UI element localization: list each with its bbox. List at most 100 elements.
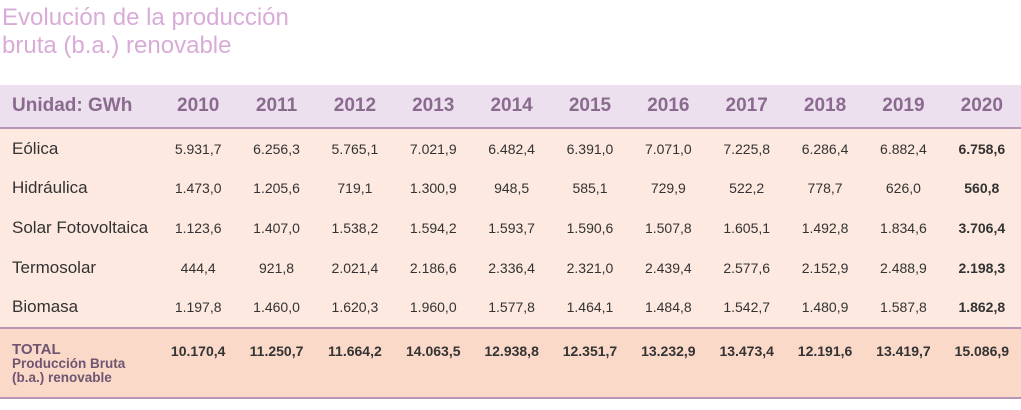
cell: 7.071,0 xyxy=(629,128,708,169)
cell: 560,8 xyxy=(942,168,1021,209)
total-cell: 13.232,9 xyxy=(629,326,708,399)
total-subtitle: Producción Bruta xyxy=(12,355,126,371)
cell: 1.834,6 xyxy=(864,208,943,248)
cell: 2.336,4 xyxy=(472,247,551,288)
table-row: Hidráulica 1.473,0 1.205,6 719,1 1.300,9 948,… xyxy=(0,168,1021,209)
cell: 5.931,7 xyxy=(159,128,238,169)
cell: 1.594,2 xyxy=(394,208,473,248)
cell: 5.765,1 xyxy=(315,128,395,169)
cell: 2.186,6 xyxy=(394,247,473,288)
cell: 1.480,9 xyxy=(785,287,865,328)
row-label: Hidráulica xyxy=(0,168,159,209)
cell: 1.473,0 xyxy=(159,168,238,209)
column-header: 2011 xyxy=(237,85,316,129)
column-header: 2018 xyxy=(785,85,865,129)
title-line: bruta (b.a.) renovable xyxy=(2,32,232,59)
cell: 2.198,3 xyxy=(942,247,1021,288)
column-header: 2020 xyxy=(942,85,1021,129)
total-cell: 10.170,4 xyxy=(159,326,238,399)
cell: 6.482,4 xyxy=(472,128,551,169)
title: Evolución de la producción bruta (b.a.) r… xyxy=(2,4,289,60)
cell: 6.882,4 xyxy=(864,128,943,169)
row-label: Solar Fotovoltaica xyxy=(0,208,159,248)
cell: 1.205,6 xyxy=(237,168,316,209)
cell: 1.538,2 xyxy=(315,208,395,248)
table: Unidad: GWh 2010 2011 2012 2013 2014 2015 2016 2… xyxy=(0,85,1021,399)
cell: 522,2 xyxy=(707,168,786,209)
cell: 3.706,4 xyxy=(942,208,1021,248)
cell: 444,4 xyxy=(159,247,238,288)
cell: 6.391,0 xyxy=(550,128,630,169)
cell: 1.605,1 xyxy=(707,208,786,248)
total-cell: 14.063,5 xyxy=(394,326,473,399)
cell: 2.021,4 xyxy=(315,247,395,288)
cell: 1.593,7 xyxy=(472,208,551,248)
total-row: TOTAL Producción Bruta (b.a.) renovable 10.… xyxy=(0,326,1021,399)
column-header: 2012 xyxy=(315,85,395,129)
cell: 1.590,6 xyxy=(550,208,630,248)
cell: 1.197,8 xyxy=(159,287,238,328)
column-header: 2017 xyxy=(707,85,786,129)
cell: 778,7 xyxy=(785,168,865,209)
cell: 2.488,9 xyxy=(864,247,943,288)
total-cell: 13.473,4 xyxy=(707,326,786,399)
cell: 719,1 xyxy=(315,168,395,209)
cell: 1.300,9 xyxy=(394,168,473,209)
cell: 1.620,3 xyxy=(315,287,395,328)
table-row: Termosolar 444,4 921,8 2.021,4 2.186,6 2.336,… xyxy=(0,247,1021,288)
cell: 2.439,4 xyxy=(629,247,708,288)
total-cell: 12.191,6 xyxy=(785,326,865,399)
column-header: 2014 xyxy=(472,85,551,129)
row-label: Termosolar xyxy=(0,247,159,288)
cell: 1.507,8 xyxy=(629,208,708,248)
row-label: Biomasa xyxy=(0,287,159,328)
total-cell: 11.250,7 xyxy=(237,326,316,399)
column-header: 2015 xyxy=(550,85,630,129)
total-label: TOTAL Producción Bruta (b.a.) renovable xyxy=(0,326,159,399)
total-subtitle: (b.a.) renovable xyxy=(12,369,112,385)
table-row: Solar Fotovoltaica 1.123,6 1.407,0 1.538,2 1… xyxy=(0,208,1021,248)
header-row: Unidad: GWh 2010 2011 2012 2013 2014 2015 2016 2… xyxy=(0,85,1021,129)
cell: 1.542,7 xyxy=(707,287,786,328)
total-cell: 13.419,7 xyxy=(864,326,943,399)
cell: 1.960,0 xyxy=(394,287,473,328)
total-cell: 15.086,9 xyxy=(942,326,1021,399)
total-cell: 11.664,2 xyxy=(315,326,395,399)
row-label: Eólica xyxy=(0,128,159,169)
column-header: 2019 xyxy=(864,85,943,129)
cell: 921,8 xyxy=(237,247,316,288)
cell: 1.484,8 xyxy=(629,287,708,328)
table-body: Eólica 5.931,7 6.256,3 5.765,1 7.021,9 6.482,… xyxy=(0,128,1021,399)
total-cell: 12.351,7 xyxy=(550,326,630,399)
cell: 1.492,8 xyxy=(785,208,865,248)
column-header: 2016 xyxy=(629,85,708,129)
cell: 626,0 xyxy=(864,168,943,209)
cell: 729,9 xyxy=(629,168,708,209)
cell: 7.021,9 xyxy=(394,128,473,169)
cell: 1.577,8 xyxy=(472,287,551,328)
cell: 2.577,6 xyxy=(707,247,786,288)
cell: 6.758,6 xyxy=(942,128,1021,169)
table-row: Biomasa 1.197,8 1.460,0 1.620,3 1.960,0 1.577… xyxy=(0,287,1021,328)
cell: 1.587,8 xyxy=(864,287,943,328)
column-header: 2013 xyxy=(394,85,473,129)
cell: 1.464,1 xyxy=(550,287,630,328)
cell: 7.225,8 xyxy=(707,128,786,169)
cell: 1.862,8 xyxy=(942,287,1021,328)
cell: 6.286,4 xyxy=(785,128,865,169)
cell: 1.407,0 xyxy=(237,208,316,248)
cell: 1.460,0 xyxy=(237,287,316,328)
cell: 585,1 xyxy=(550,168,630,209)
cell: 948,5 xyxy=(472,168,551,209)
unit-header: Unidad: GWh xyxy=(0,85,159,129)
column-header: 2010 xyxy=(159,85,238,129)
cell: 1.123,6 xyxy=(159,208,238,248)
cell: 2.321,0 xyxy=(550,247,630,288)
total-title: TOTAL xyxy=(12,340,61,358)
table-row: Eólica 5.931,7 6.256,3 5.765,1 7.021,9 6.482,… xyxy=(0,128,1021,169)
title-line: Evolución de la producción xyxy=(2,4,289,31)
cell: 6.256,3 xyxy=(237,128,316,169)
total-cell: 12.938,8 xyxy=(472,326,551,399)
cell: 2.152,9 xyxy=(785,247,865,288)
